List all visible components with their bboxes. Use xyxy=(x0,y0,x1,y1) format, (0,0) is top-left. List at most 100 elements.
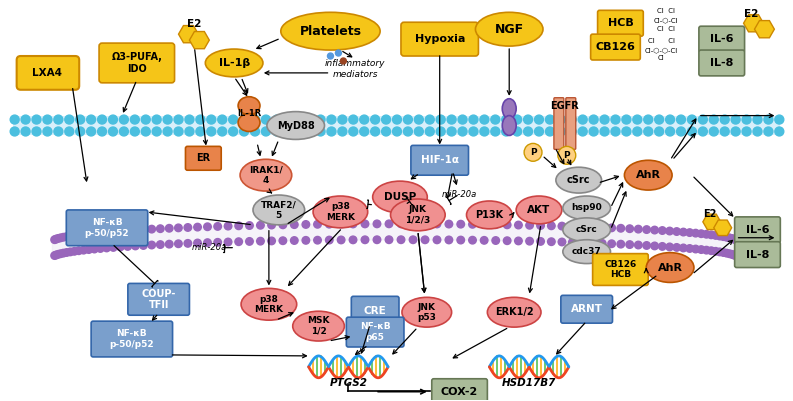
Circle shape xyxy=(699,115,707,124)
Circle shape xyxy=(513,127,522,136)
Text: E2: E2 xyxy=(745,9,759,19)
Ellipse shape xyxy=(238,97,260,115)
Text: miR-20a: miR-20a xyxy=(442,190,477,198)
Circle shape xyxy=(665,115,675,124)
Text: IL-1R: IL-1R xyxy=(237,109,261,118)
Text: COUP-
TFII: COUP- TFII xyxy=(141,288,176,310)
Circle shape xyxy=(214,239,221,246)
Circle shape xyxy=(447,115,456,124)
Ellipse shape xyxy=(563,196,611,220)
Circle shape xyxy=(712,247,719,255)
Circle shape xyxy=(32,127,41,136)
Circle shape xyxy=(361,236,369,243)
Circle shape xyxy=(731,115,740,124)
Circle shape xyxy=(148,241,155,249)
Circle shape xyxy=(611,115,620,124)
Text: CRE: CRE xyxy=(364,306,386,316)
Circle shape xyxy=(611,127,620,136)
Circle shape xyxy=(393,115,401,124)
Circle shape xyxy=(268,221,275,229)
FancyBboxPatch shape xyxy=(91,321,173,357)
Circle shape xyxy=(548,238,555,245)
Ellipse shape xyxy=(238,113,260,132)
Circle shape xyxy=(513,115,522,124)
Text: JNK
p53: JNK p53 xyxy=(417,302,436,322)
Circle shape xyxy=(185,127,194,136)
Circle shape xyxy=(558,238,565,246)
Circle shape xyxy=(381,127,390,136)
Circle shape xyxy=(349,127,358,136)
Circle shape xyxy=(184,224,192,231)
Circle shape xyxy=(491,127,500,136)
Circle shape xyxy=(608,240,615,247)
Circle shape xyxy=(655,115,664,124)
Circle shape xyxy=(397,220,404,228)
Circle shape xyxy=(374,220,381,228)
Circle shape xyxy=(502,127,511,136)
Text: ERK1/2: ERK1/2 xyxy=(495,307,534,317)
Circle shape xyxy=(775,127,783,136)
Circle shape xyxy=(548,222,555,230)
Circle shape xyxy=(445,236,453,244)
FancyBboxPatch shape xyxy=(598,10,643,36)
Circle shape xyxy=(290,221,298,229)
Circle shape xyxy=(109,115,117,124)
Text: Cl-⬡-⬡-Cl: Cl-⬡-⬡-Cl xyxy=(645,47,678,53)
Text: COX-2: COX-2 xyxy=(441,387,478,397)
Circle shape xyxy=(686,229,693,236)
Circle shape xyxy=(152,127,161,136)
Circle shape xyxy=(633,127,642,136)
Text: P: P xyxy=(530,148,536,157)
Circle shape xyxy=(409,220,417,228)
Text: ER: ER xyxy=(197,153,210,163)
Text: Cl: Cl xyxy=(657,55,665,61)
Circle shape xyxy=(480,115,488,124)
Circle shape xyxy=(305,127,314,136)
Circle shape xyxy=(732,236,739,243)
Circle shape xyxy=(224,222,232,230)
Circle shape xyxy=(492,237,500,244)
Circle shape xyxy=(235,238,243,245)
Ellipse shape xyxy=(240,159,292,191)
Circle shape xyxy=(381,115,390,124)
Circle shape xyxy=(608,224,615,232)
FancyBboxPatch shape xyxy=(561,296,612,323)
Circle shape xyxy=(600,127,609,136)
Circle shape xyxy=(337,220,345,228)
Circle shape xyxy=(651,242,658,250)
Circle shape xyxy=(588,239,596,247)
Circle shape xyxy=(338,115,347,124)
Circle shape xyxy=(152,115,161,124)
Ellipse shape xyxy=(253,195,305,225)
Circle shape xyxy=(726,234,734,241)
Circle shape xyxy=(156,241,164,248)
Circle shape xyxy=(361,220,369,228)
Circle shape xyxy=(775,115,783,124)
Bar xyxy=(13,115,780,136)
Text: AhR: AhR xyxy=(657,263,683,273)
Text: Cl-⬡-Cl: Cl-⬡-Cl xyxy=(653,17,679,23)
Circle shape xyxy=(57,250,64,257)
Circle shape xyxy=(52,251,60,259)
Circle shape xyxy=(283,115,293,124)
Circle shape xyxy=(458,127,467,136)
Text: hsp90: hsp90 xyxy=(571,203,602,213)
Circle shape xyxy=(447,127,456,136)
Circle shape xyxy=(523,127,533,136)
Circle shape xyxy=(469,127,478,136)
Text: P: P xyxy=(564,151,570,160)
Circle shape xyxy=(643,242,650,249)
Ellipse shape xyxy=(281,12,380,50)
FancyBboxPatch shape xyxy=(699,50,745,76)
Circle shape xyxy=(316,127,325,136)
Text: NF-κB
p65: NF-κB p65 xyxy=(360,322,390,342)
Circle shape xyxy=(316,115,325,124)
Circle shape xyxy=(59,233,67,241)
FancyBboxPatch shape xyxy=(351,296,399,326)
Text: E2: E2 xyxy=(703,209,717,219)
Circle shape xyxy=(557,127,565,136)
Circle shape xyxy=(302,221,309,228)
Circle shape xyxy=(207,115,216,124)
Ellipse shape xyxy=(466,201,512,229)
Text: MSK
1/2: MSK 1/2 xyxy=(308,316,330,336)
